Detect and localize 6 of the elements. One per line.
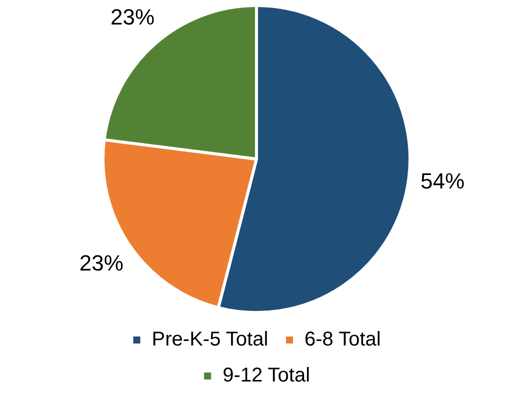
- data-label: 23%: [79, 250, 124, 276]
- data-label: 23%: [110, 4, 155, 30]
- legend-label: Pre-K-5 Total: [152, 328, 268, 351]
- data-label: 54%: [420, 168, 465, 194]
- legend-label: 9-12 Total: [222, 364, 310, 387]
- legend-label: 6-8 Total: [304, 328, 381, 351]
